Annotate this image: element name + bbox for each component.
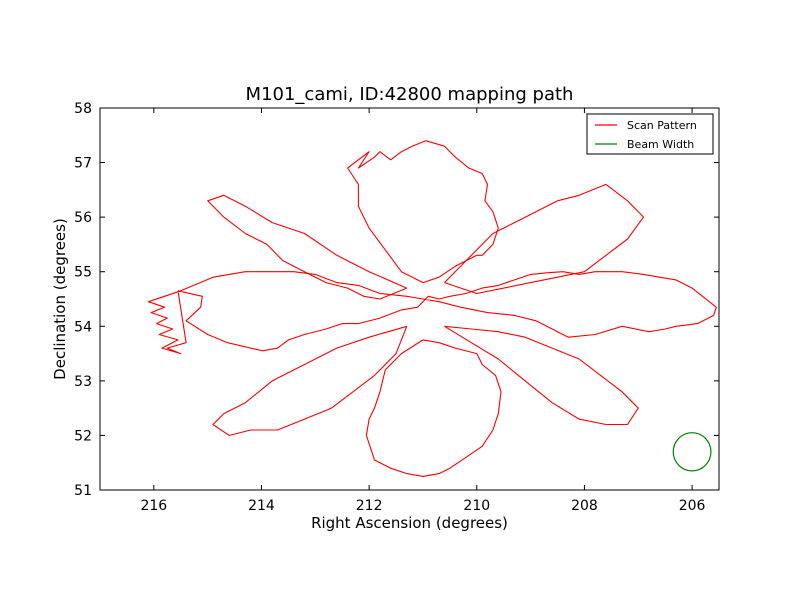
chart-title: M101_cami, ID:42800 mapping path: [246, 84, 574, 105]
plot-frame: [99, 107, 720, 491]
legend-box: [586, 113, 714, 155]
x-tick-label: 214: [248, 498, 275, 514]
scan-path-segment-3: [207, 194, 408, 300]
x-tick-label: 208: [571, 498, 598, 514]
y-tick-label: 58: [74, 101, 92, 117]
y-tick-label: 53: [74, 374, 92, 390]
y-tick-label: 57: [74, 156, 92, 172]
x-tick-label: 216: [140, 498, 167, 514]
legend-label: Beam Width: [627, 138, 694, 151]
y-tick-label: 52: [74, 428, 92, 444]
scan-path-segment-0: [147, 271, 717, 355]
y-tick-label: 55: [74, 265, 92, 281]
scan-path-segment-1: [347, 140, 499, 284]
legend-label: Scan Pattern: [627, 119, 697, 132]
x-tick-label: 212: [356, 498, 383, 514]
y-tick-label: 56: [74, 210, 92, 226]
x-tick-label: 210: [463, 498, 490, 514]
y-tick-label: 51: [74, 483, 92, 499]
beam-width-circle: [672, 432, 712, 472]
legend: Scan Pattern Beam Width: [586, 113, 714, 155]
x-tick-label: 206: [679, 498, 706, 514]
x-axis-title: Right Ascension (degrees): [311, 514, 508, 532]
y-tick-label: 54: [74, 319, 92, 335]
plot-data-layer: [147, 140, 717, 477]
scan-path-segment-6: [444, 325, 639, 426]
y-axis-title: Declination (degrees): [51, 218, 69, 380]
x-axis-ticks: 216 214 212 210 208 206: [140, 108, 706, 514]
scan-path-segment-4: [444, 183, 645, 295]
y-axis-ticks: 51 52 53 54 55 56 57 58: [74, 101, 719, 499]
scan-path-segment-5: [212, 325, 408, 436]
scan-path-segment-2: [365, 339, 502, 477]
